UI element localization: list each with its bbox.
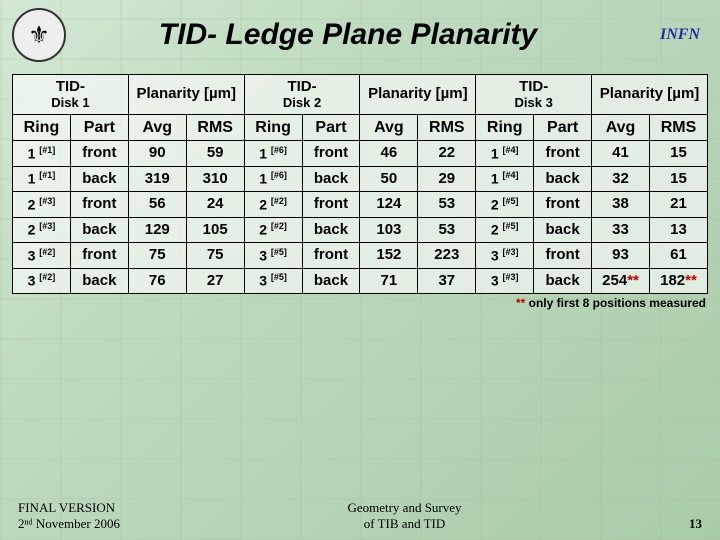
cell-rms: 27 [186, 268, 244, 294]
cell-ring: 3 [#2] [13, 268, 71, 294]
cell-part: back [534, 268, 592, 294]
cell-avg: 41 [592, 141, 650, 167]
cell-ring: 1 [#4] [476, 166, 534, 192]
cell-ring: 3 [#3] [476, 243, 534, 269]
cell-ring: 1 [#6] [244, 166, 302, 192]
cell-avg: 76 [128, 268, 186, 294]
footer: FINAL VERSION 2ⁿᵈ November 2006 Geometry… [0, 500, 720, 532]
col-plan3: Planarity [µm] [592, 75, 708, 115]
cell-part: front [302, 243, 360, 269]
cell-rms: 24 [186, 192, 244, 218]
planarity-table: TID-Disk 1 Planarity [µm] TID-Disk 2 Pla… [12, 74, 708, 294]
cell-rms: 15 [649, 166, 707, 192]
cell-part: back [302, 166, 360, 192]
col-disk2: TID-Disk 2 [244, 75, 360, 115]
col-plan2: Planarity [µm] [360, 75, 476, 115]
cell-avg: 71 [360, 268, 418, 294]
cell-part: front [302, 141, 360, 167]
infn-logo: INFN [630, 26, 700, 44]
cell-part: front [534, 141, 592, 167]
cell-avg: 152 [360, 243, 418, 269]
cell-rms: 59 [186, 141, 244, 167]
footnote: ** only first 8 positions measured [0, 294, 720, 310]
cell-rms: 15 [649, 141, 707, 167]
cell-rms: 61 [649, 243, 707, 269]
cell-rms: 310 [186, 166, 244, 192]
cell-avg: 254** [592, 268, 650, 294]
cell-ring: 2 [#3] [13, 217, 71, 243]
cell-avg: 124 [360, 192, 418, 218]
cell-part: back [302, 217, 360, 243]
cell-part: front [302, 192, 360, 218]
table-row: 3 [#2]back76273 [#5]back71373 [#3]back25… [13, 268, 708, 294]
cell-rms: 13 [649, 217, 707, 243]
cell-avg: 33 [592, 217, 650, 243]
footer-center: Geometry and Survey of TIB and TID [120, 500, 689, 532]
cell-rms: 53 [418, 217, 476, 243]
cell-part: front [534, 243, 592, 269]
cell-ring: 1 [#6] [244, 141, 302, 167]
cell-avg: 90 [128, 141, 186, 167]
page-title: TID- Ledge Plane Planarity [78, 18, 618, 52]
cell-avg: 38 [592, 192, 650, 218]
header: ⚜ TID- Ledge Plane Planarity INFN [0, 0, 720, 66]
cell-avg: 129 [128, 217, 186, 243]
university-seal-icon: ⚜ [12, 8, 66, 62]
cell-ring: 2 [#5] [476, 217, 534, 243]
cell-part: back [70, 268, 128, 294]
cell-rms: 182** [649, 268, 707, 294]
cell-part: back [302, 268, 360, 294]
cell-part: front [534, 192, 592, 218]
cell-avg: 46 [360, 141, 418, 167]
cell-rms: 223 [418, 243, 476, 269]
cell-rms: 53 [418, 192, 476, 218]
hdr-avg: Avg [128, 114, 186, 141]
cell-rms: 75 [186, 243, 244, 269]
table-row: 2 [#3]front56242 [#2]front124532 [#5]fro… [13, 192, 708, 218]
hdr-part: Part [70, 114, 128, 141]
cell-part: front [70, 243, 128, 269]
cell-avg: 75 [128, 243, 186, 269]
col-disk1: TID-Disk 1 [13, 75, 129, 115]
cell-rms: 105 [186, 217, 244, 243]
cell-ring: 3 [#3] [476, 268, 534, 294]
cell-part: back [534, 217, 592, 243]
cell-ring: 2 [#3] [13, 192, 71, 218]
cell-ring: 3 [#5] [244, 268, 302, 294]
cell-ring: 3 [#5] [244, 243, 302, 269]
cell-ring: 1 [#1] [13, 166, 71, 192]
table-row: 2 [#3]back1291052 [#2]back103532 [#5]bac… [13, 217, 708, 243]
cell-ring: 2 [#2] [244, 217, 302, 243]
cell-rms: 29 [418, 166, 476, 192]
table-row: 3 [#2]front75753 [#5]front1522233 [#3]fr… [13, 243, 708, 269]
cell-ring: 1 [#4] [476, 141, 534, 167]
cell-avg: 56 [128, 192, 186, 218]
cell-part: front [70, 141, 128, 167]
col-plan1: Planarity [µm] [128, 75, 244, 115]
cell-avg: 50 [360, 166, 418, 192]
footer-left: FINAL VERSION 2ⁿᵈ November 2006 [18, 500, 120, 532]
cell-avg: 93 [592, 243, 650, 269]
col-disk3: TID-Disk 3 [476, 75, 592, 115]
footer-right: 13 [689, 516, 702, 532]
table-row: 1 [#1]back3193101 [#6]back50291 [#4]back… [13, 166, 708, 192]
cell-rms: 37 [418, 268, 476, 294]
cell-part: back [70, 166, 128, 192]
cell-avg: 319 [128, 166, 186, 192]
cell-part: back [534, 166, 592, 192]
hdr-ring: Ring [13, 114, 71, 141]
hdr-rms: RMS [186, 114, 244, 141]
cell-avg: 103 [360, 217, 418, 243]
cell-part: back [70, 217, 128, 243]
cell-ring: 2 [#2] [244, 192, 302, 218]
cell-ring: 2 [#5] [476, 192, 534, 218]
cell-avg: 32 [592, 166, 650, 192]
cell-ring: 3 [#2] [13, 243, 71, 269]
cell-rms: 22 [418, 141, 476, 167]
table-row: 1 [#1]front90591 [#6]front46221 [#4]fron… [13, 141, 708, 167]
cell-part: front [70, 192, 128, 218]
cell-ring: 1 [#1] [13, 141, 71, 167]
cell-rms: 21 [649, 192, 707, 218]
